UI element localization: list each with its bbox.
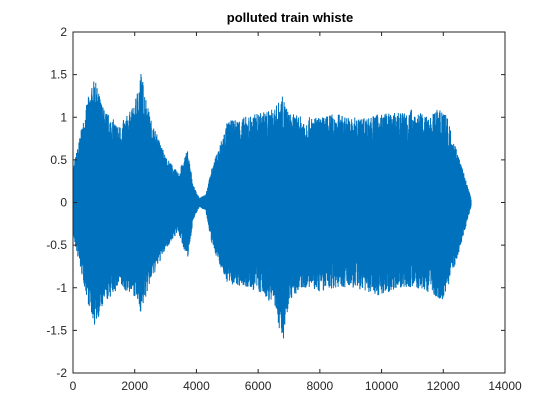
y-tick-label: -1.5 bbox=[46, 323, 67, 337]
y-tick-label: 1.5 bbox=[50, 68, 67, 82]
axis-ticks: 0 2000 4000 6000 8000 10000 12000 14000 -2 -1.5 -1… bbox=[46, 25, 522, 393]
y-tick-label: -0.5 bbox=[46, 238, 67, 252]
x-tick-label: 4000 bbox=[183, 379, 210, 393]
x-tick-label: 6000 bbox=[245, 379, 272, 393]
x-tick-label: 8000 bbox=[307, 379, 334, 393]
x-tick-label: 2000 bbox=[121, 379, 148, 393]
y-tick-label: 0.5 bbox=[50, 153, 67, 167]
y-tick-label: -2 bbox=[56, 366, 67, 380]
x-tick-label: 10000 bbox=[365, 379, 399, 393]
signal-waveform bbox=[72, 74, 472, 339]
x-tick-label: 12000 bbox=[427, 379, 461, 393]
x-tick-label: 0 bbox=[70, 379, 77, 393]
chart-title: polluted train whiste bbox=[227, 10, 353, 25]
y-tick-label: -1 bbox=[56, 281, 67, 295]
x-tick-label: 14000 bbox=[488, 379, 522, 393]
y-tick-label: 2 bbox=[60, 25, 67, 39]
y-tick-label: 1 bbox=[60, 110, 67, 124]
signal-series-line bbox=[72, 74, 472, 339]
y-tick-label: 0 bbox=[60, 196, 67, 210]
